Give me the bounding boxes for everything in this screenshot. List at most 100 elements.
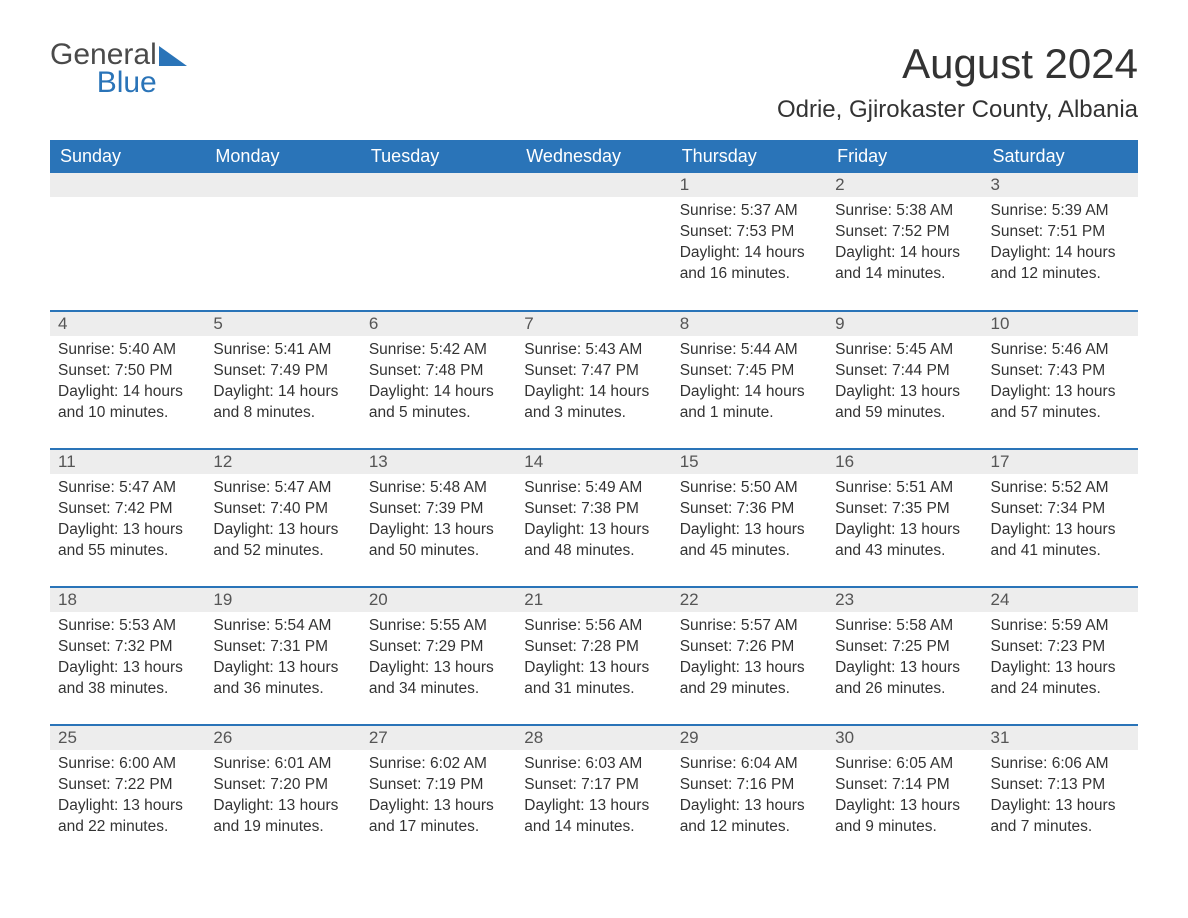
day-sunrise: Sunrise: 5:51 AM: [835, 478, 974, 499]
day-number: 6: [361, 312, 516, 336]
day-number: 19: [205, 588, 360, 612]
day-sunset: Sunset: 7:42 PM: [58, 499, 197, 520]
day-details: Sunrise: 6:06 AMSunset: 7:13 PMDaylight:…: [983, 750, 1138, 846]
calendar-day-cell: 16Sunrise: 5:51 AMSunset: 7:35 PMDayligh…: [827, 449, 982, 587]
day-number: 20: [361, 588, 516, 612]
day-number: 15: [672, 450, 827, 474]
calendar-day-cell: 25Sunrise: 6:00 AMSunset: 7:22 PMDayligh…: [50, 725, 205, 863]
calendar-day-cell: 27Sunrise: 6:02 AMSunset: 7:19 PMDayligh…: [361, 725, 516, 863]
day-details: Sunrise: 5:43 AMSunset: 7:47 PMDaylight:…: [516, 336, 671, 432]
day-sunrise: Sunrise: 6:00 AM: [58, 754, 197, 775]
calendar-day-cell: [205, 173, 360, 311]
day-details: Sunrise: 6:03 AMSunset: 7:17 PMDaylight:…: [516, 750, 671, 846]
day-daylight: Daylight: 13 hours and 45 minutes.: [680, 520, 819, 562]
day-details: Sunrise: 5:57 AMSunset: 7:26 PMDaylight:…: [672, 612, 827, 708]
day-daylight: Daylight: 14 hours and 10 minutes.: [58, 382, 197, 424]
day-daylight: Daylight: 14 hours and 1 minute.: [680, 382, 819, 424]
day-sunset: Sunset: 7:22 PM: [58, 775, 197, 796]
calendar-day-cell: 4 Sunrise: 5:40 AMSunset: 7:50 PMDaylight…: [50, 311, 205, 449]
calendar-week-row: 1Sunrise: 5:37 AMSunset: 7:53 PMDaylight…: [50, 173, 1138, 311]
day-details: Sunrise: 5:58 AMSunset: 7:25 PMDaylight:…: [827, 612, 982, 708]
day-sunset: Sunset: 7:32 PM: [58, 637, 197, 658]
day-daylight: Daylight: 13 hours and 59 minutes.: [835, 382, 974, 424]
day-details: Sunrise: 5:59 AMSunset: 7:23 PMDaylight:…: [983, 612, 1138, 708]
day-sunset: Sunset: 7:29 PM: [369, 637, 508, 658]
day-sunset: Sunset: 7:23 PM: [991, 637, 1130, 658]
day-details: Sunrise: 5:38 AMSunset: 7:52 PMDaylight:…: [827, 197, 982, 293]
day-details: Sunrise: 5:45 AMSunset: 7:44 PMDaylight:…: [827, 336, 982, 432]
day-daylight: Daylight: 14 hours and 14 minutes.: [835, 243, 974, 285]
day-sunset: Sunset: 7:35 PM: [835, 499, 974, 520]
day-number: 9: [827, 312, 982, 336]
day-sunrise: Sunrise: 6:03 AM: [524, 754, 663, 775]
day-number: 8: [672, 312, 827, 336]
day-sunrise: Sunrise: 5:47 AM: [213, 478, 352, 499]
day-sunrise: Sunrise: 5:45 AM: [835, 340, 974, 361]
day-number: 24: [983, 588, 1138, 612]
day-sunrise: Sunrise: 5:53 AM: [58, 616, 197, 637]
day-sunrise: Sunrise: 5:52 AM: [991, 478, 1130, 499]
calendar-day-cell: 24Sunrise: 5:59 AMSunset: 7:23 PMDayligh…: [983, 587, 1138, 725]
day-details: Sunrise: 5:46 AMSunset: 7:43 PMDaylight:…: [983, 336, 1138, 432]
calendar-day-cell: 28Sunrise: 6:03 AMSunset: 7:17 PMDayligh…: [516, 725, 671, 863]
weekday-header: Saturday: [983, 140, 1138, 173]
calendar-day-cell: 26Sunrise: 6:01 AMSunset: 7:20 PMDayligh…: [205, 725, 360, 863]
calendar-day-cell: 8 Sunrise: 5:44 AMSunset: 7:45 PMDaylight…: [672, 311, 827, 449]
calendar-day-cell: 11Sunrise: 5:47 AMSunset: 7:42 PMDayligh…: [50, 449, 205, 587]
day-number: 4: [50, 312, 205, 336]
day-number: 29: [672, 726, 827, 750]
day-sunset: Sunset: 7:28 PM: [524, 637, 663, 658]
day-sunset: Sunset: 7:25 PM: [835, 637, 974, 658]
day-sunrise: Sunrise: 5:42 AM: [369, 340, 508, 361]
calendar-day-cell: 13Sunrise: 5:48 AMSunset: 7:39 PMDayligh…: [361, 449, 516, 587]
day-sunset: Sunset: 7:31 PM: [213, 637, 352, 658]
day-sunset: Sunset: 7:43 PM: [991, 361, 1130, 382]
day-daylight: Daylight: 13 hours and 34 minutes.: [369, 658, 508, 700]
day-details: Sunrise: 5:50 AMSunset: 7:36 PMDaylight:…: [672, 474, 827, 570]
day-sunset: Sunset: 7:50 PM: [58, 361, 197, 382]
day-sunrise: Sunrise: 5:44 AM: [680, 340, 819, 361]
day-sunrise: Sunrise: 5:56 AM: [524, 616, 663, 637]
day-daylight: Daylight: 13 hours and 50 minutes.: [369, 520, 508, 562]
day-details: Sunrise: 6:00 AMSunset: 7:22 PMDaylight:…: [50, 750, 205, 846]
day-sunrise: Sunrise: 5:39 AM: [991, 201, 1130, 222]
day-details: Sunrise: 6:04 AMSunset: 7:16 PMDaylight:…: [672, 750, 827, 846]
calendar-day-cell: 1Sunrise: 5:37 AMSunset: 7:53 PMDaylight…: [672, 173, 827, 311]
day-daylight: Daylight: 13 hours and 14 minutes.: [524, 796, 663, 838]
calendar-day-cell: 18Sunrise: 5:53 AMSunset: 7:32 PMDayligh…: [50, 587, 205, 725]
weekday-header: Thursday: [672, 140, 827, 173]
calendar-week-row: 4Sunrise: 5:40 AMSunset: 7:50 PMDaylight…: [50, 311, 1138, 449]
calendar-week-row: 18Sunrise: 5:53 AMSunset: 7:32 PMDayligh…: [50, 587, 1138, 725]
day-sunrise: Sunrise: 5:54 AM: [213, 616, 352, 637]
calendar-table: SundayMondayTuesdayWednesdayThursdayFrid…: [50, 140, 1138, 863]
day-sunset: Sunset: 7:14 PM: [835, 775, 974, 796]
day-sunrise: Sunrise: 6:02 AM: [369, 754, 508, 775]
calendar-body: 1Sunrise: 5:37 AMSunset: 7:53 PMDaylight…: [50, 173, 1138, 863]
day-sunset: Sunset: 7:39 PM: [369, 499, 508, 520]
location-subtitle: Odrie, Gjirokaster County, Albania: [777, 96, 1138, 124]
calendar-day-cell: 20 Sunrise: 5:55 AMSunset: 7:29 PMDayligh…: [361, 587, 516, 725]
day-details: Sunrise: 5:54 AMSunset: 7:31 PMDaylight:…: [205, 612, 360, 708]
day-sunrise: Sunrise: 5:48 AM: [369, 478, 508, 499]
calendar-day-cell: 10Sunrise: 5:46 AMSunset: 7:43 PMDayligh…: [983, 311, 1138, 449]
day-daylight: Daylight: 13 hours and 43 minutes.: [835, 520, 974, 562]
page-header: General Blue August 2024 Odrie, Gjirokas…: [50, 40, 1138, 124]
day-daylight: Daylight: 13 hours and 29 minutes.: [680, 658, 819, 700]
day-daylight: Daylight: 13 hours and 48 minutes.: [524, 520, 663, 562]
day-details: Sunrise: 5:47 AMSunset: 7:40 PMDaylight:…: [205, 474, 360, 570]
day-sunrise: Sunrise: 5:55 AM: [369, 616, 508, 637]
day-number: 2: [827, 173, 982, 197]
day-number: 3: [983, 173, 1138, 197]
day-details: Sunrise: 6:02 AMSunset: 7:19 PMDaylight:…: [361, 750, 516, 846]
day-sunrise: Sunrise: 5:40 AM: [58, 340, 197, 361]
day-sunset: Sunset: 7:45 PM: [680, 361, 819, 382]
day-sunset: Sunset: 7:48 PM: [369, 361, 508, 382]
calendar-day-cell: 30Sunrise: 6:05 AMSunset: 7:14 PMDayligh…: [827, 725, 982, 863]
day-number: 7: [516, 312, 671, 336]
calendar-day-cell: 31Sunrise: 6:06 AMSunset: 7:13 PMDayligh…: [983, 725, 1138, 863]
day-number-empty: [205, 173, 360, 197]
month-title: August 2024: [777, 40, 1138, 88]
logo-triangle-icon: [159, 46, 187, 66]
day-details: Sunrise: 5:53 AMSunset: 7:32 PMDaylight:…: [50, 612, 205, 708]
day-details: Sunrise: 5:37 AMSunset: 7:53 PMDaylight:…: [672, 197, 827, 293]
